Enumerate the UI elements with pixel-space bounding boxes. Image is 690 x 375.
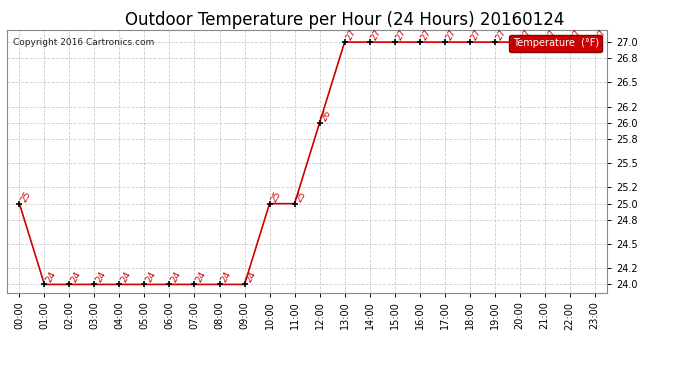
Text: 24: 24 [70, 270, 83, 284]
Text: Outdoor Temperature per Hour (24 Hours) 20160124: Outdoor Temperature per Hour (24 Hours) … [126, 11, 564, 29]
Text: 24: 24 [119, 270, 133, 284]
Text: 24: 24 [244, 270, 258, 284]
Text: 24: 24 [144, 270, 158, 284]
Text: 25: 25 [19, 189, 33, 204]
Text: Copyright 2016 Cartronics.com: Copyright 2016 Cartronics.com [13, 38, 154, 47]
Text: 24: 24 [44, 270, 58, 284]
Text: 27: 27 [520, 28, 533, 42]
Legend: Temperature  (°F): Temperature (°F) [509, 35, 602, 52]
Text: 27: 27 [470, 28, 483, 42]
Text: 24: 24 [95, 270, 108, 284]
Text: 27: 27 [370, 28, 383, 42]
Text: 27: 27 [595, 28, 608, 42]
Text: 27: 27 [495, 28, 508, 42]
Text: 27: 27 [420, 28, 433, 42]
Text: 27: 27 [395, 28, 408, 42]
Text: 27: 27 [570, 28, 583, 42]
Text: 24: 24 [195, 270, 208, 284]
Text: 27: 27 [444, 28, 458, 42]
Text: 26: 26 [319, 108, 333, 123]
Text: 25: 25 [270, 189, 283, 204]
Text: 24: 24 [219, 270, 233, 284]
Text: 27: 27 [344, 28, 358, 42]
Text: 24: 24 [170, 270, 183, 284]
Text: 25: 25 [295, 189, 308, 204]
Text: 27: 27 [544, 28, 558, 42]
